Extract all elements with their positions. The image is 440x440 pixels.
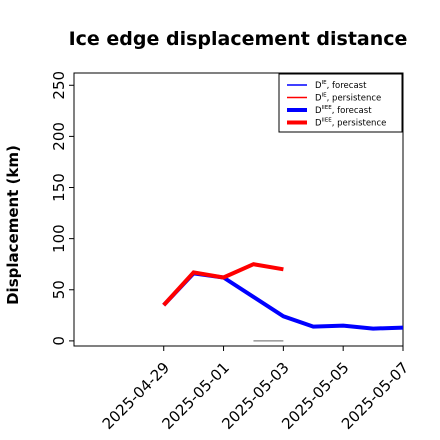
y-tick-label: 150	[50, 173, 68, 202]
y-tick-label: 50	[50, 280, 68, 299]
y-tick-label: 0	[50, 336, 68, 346]
chart-title: Ice edge displacement distance	[69, 28, 408, 50]
series-line	[162, 262, 284, 307]
series-line	[162, 271, 404, 331]
legend-label: DIIEE, persistence	[315, 118, 386, 129]
legend-label: DIIEE, forecast	[315, 105, 372, 116]
y-axis-label: Displacement (km)	[4, 145, 22, 305]
y-tick-label: 200	[50, 122, 68, 151]
legend-label: DIE, forecast	[315, 80, 367, 91]
y-tick-label: 250	[50, 71, 68, 100]
y-tick-label: 100	[50, 224, 68, 253]
plot-frame	[73, 72, 404, 347]
legend-label: DIE, persistence	[315, 93, 381, 104]
